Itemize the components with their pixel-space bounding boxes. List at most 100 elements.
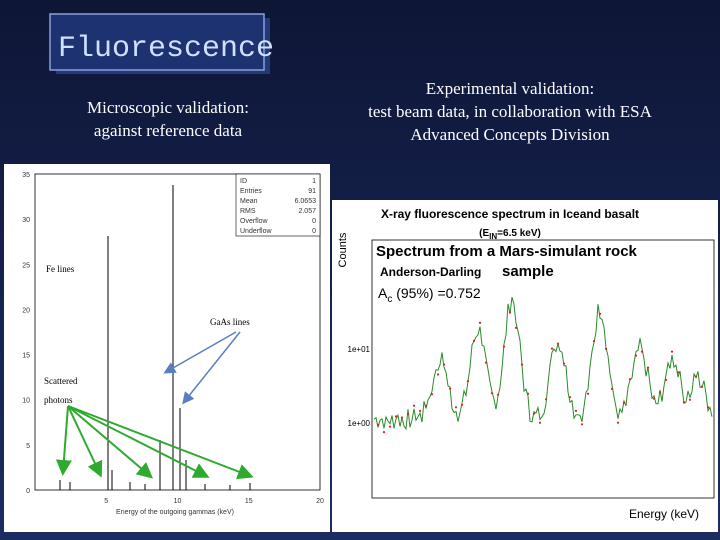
- test-name: Anderson-Darling: [380, 265, 481, 279]
- y-tick-label: 10: [22, 398, 30, 405]
- plot-title: X-ray fluorescence spectrum in Iceand ba…: [381, 207, 639, 221]
- spectrum-point: [520, 363, 524, 366]
- critical-part: c: [387, 294, 392, 305]
- spectrum-point: [406, 412, 410, 416]
- critical-part: A: [378, 285, 388, 301]
- spectrum-point: [514, 326, 518, 329]
- spectrum-point: [442, 363, 446, 366]
- spectrum-point: [508, 311, 512, 314]
- left-plot: 0 5 10 15 20 25 30 35 5 10 15 20 Energy of the out…: [4, 164, 330, 532]
- spectrum-point: [412, 404, 416, 407]
- spectrum-point: [400, 416, 404, 419]
- x-axis-label: Energy of the outgoing gammas (keV): [116, 509, 234, 516]
- stats: ID 1 Entries 91 Mean 6.0653 RMS 2.057 Overflow 0 U…: [240, 178, 316, 235]
- spectrum-point: [628, 378, 632, 381]
- spectrum-point: [418, 409, 422, 412]
- stat-name: Underflow: [240, 228, 272, 235]
- spectrum-point: [382, 431, 386, 434]
- x-tick-label: 20: [316, 498, 324, 505]
- stat-value: 91: [308, 188, 316, 195]
- y-tick-label: 1e+00: [348, 419, 371, 428]
- subtitle-part: (E: [479, 228, 489, 239]
- spectrum-point: [646, 366, 650, 369]
- spectrum-point: [562, 362, 566, 365]
- x-axis-label: Energy (keV): [629, 507, 699, 521]
- annotation: photons: [44, 395, 73, 405]
- spectrum-point: [580, 423, 584, 426]
- spectrum-point: [568, 396, 572, 399]
- green-arrows: [55, 405, 254, 480]
- spectrum-point: [544, 398, 548, 401]
- y-tick-label: 35: [22, 172, 30, 179]
- blue-arrows: [163, 331, 241, 405]
- spectrum-point: [532, 412, 536, 415]
- stat-name: Entries: [240, 188, 262, 195]
- spectrum-point: [448, 387, 452, 390]
- heading-line: test beam data, in collaboration with ES…: [368, 102, 652, 121]
- x-ticks: 5 10 15 20: [104, 498, 324, 505]
- y-tick-label: 30: [22, 217, 30, 224]
- y-tick-label: 20: [22, 307, 30, 314]
- spectrum-point: [652, 397, 656, 400]
- annotation: GaAs lines: [210, 317, 250, 327]
- stat-value: 0: [312, 218, 316, 225]
- left-heading: Microscopic validation: against referenc…: [87, 98, 249, 140]
- stat-value: 0: [312, 228, 316, 235]
- spectrum-point: [676, 371, 680, 374]
- spectrum-point: [394, 415, 398, 418]
- subtitle-part: =6.5 keV): [497, 228, 541, 239]
- spectrum-point: [490, 392, 494, 395]
- heading-line: against reference data: [94, 121, 243, 140]
- annotation: Fe lines: [46, 264, 75, 274]
- spectrum-point: [538, 421, 542, 424]
- spectrum-point: [670, 350, 674, 353]
- stat-name: Overflow: [240, 218, 269, 225]
- overlay-text: Spectrum from a Mars-simulant rock: [376, 243, 638, 260]
- stat-name: ID: [240, 178, 247, 185]
- spectrum-point: [502, 345, 506, 348]
- spectrum-point: [688, 398, 692, 401]
- y-ticks: 0 5 10 15 20 25 30 35: [22, 172, 30, 495]
- y-tick-label: 25: [22, 262, 30, 269]
- spectrum-point: [616, 421, 620, 424]
- spectrum-point: [586, 392, 590, 395]
- spectrum-lines: [59, 185, 251, 490]
- subtitle-part: IN: [489, 232, 497, 241]
- spectrum-point: [550, 347, 554, 350]
- x-tick-label: 15: [245, 498, 253, 505]
- spectrum-point: [640, 350, 644, 353]
- plot-background: [332, 200, 718, 532]
- spectrum-point: [700, 385, 704, 388]
- plot-frame: [34, 173, 321, 491]
- spectrum-point: [622, 401, 626, 404]
- heading-line: Advanced Concepts Division: [410, 125, 610, 144]
- y-tick-label: 0: [26, 488, 30, 495]
- spectrum-point: [556, 342, 560, 345]
- spectrum-point: [376, 423, 380, 426]
- spectrum-point: [526, 392, 530, 395]
- spectrum-point: [388, 425, 392, 428]
- spectrum-point: [454, 406, 458, 409]
- y-axis-label: Counts: [337, 232, 349, 267]
- spectrum-point: [478, 321, 482, 324]
- stat-name: Mean: [240, 198, 258, 205]
- critical-value: Ac (95%) =0.752: [378, 285, 481, 305]
- heading-line: Experimental validation:: [426, 79, 595, 98]
- x-tick-label: 5: [104, 498, 108, 505]
- spectrum-point: [424, 404, 428, 407]
- right-heading: Experimental validation: test beam data,…: [368, 79, 652, 144]
- spectrum-point: [472, 339, 476, 342]
- stat-value: 6.0653: [295, 198, 317, 205]
- spectrum-point: [694, 375, 698, 378]
- spectrum-point: [682, 401, 686, 404]
- spectrum-point: [592, 340, 596, 343]
- stat-value: 2.057: [298, 208, 316, 215]
- title: Fluorescence: [58, 32, 274, 66]
- stats-box: [235, 173, 321, 237]
- y-tick-label: 1e+01: [348, 345, 371, 354]
- plot-subtitle: (EIN=6.5 keV): [479, 228, 541, 241]
- x-tick-label: 10: [174, 498, 182, 505]
- spectrum-curve: [373, 296, 713, 431]
